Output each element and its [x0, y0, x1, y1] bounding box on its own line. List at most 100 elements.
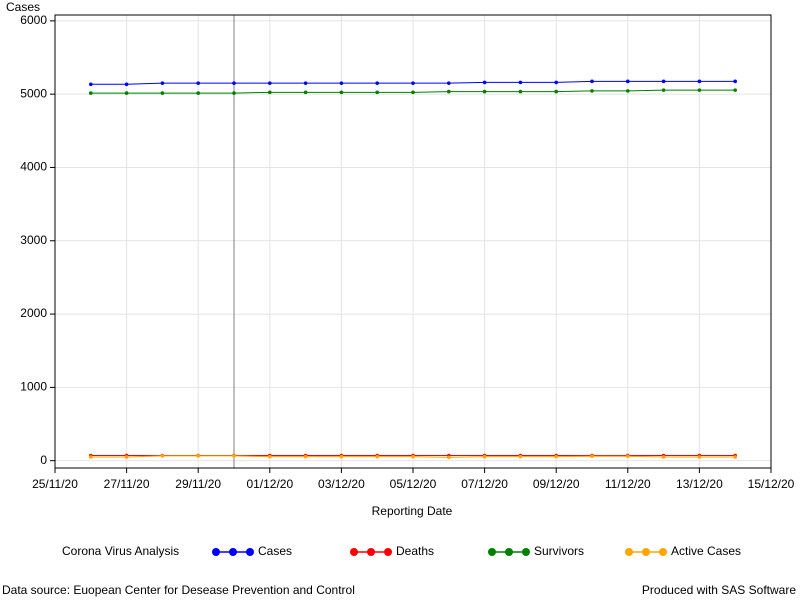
data-point: [590, 454, 594, 459]
data-point: [697, 88, 702, 92]
data-point: [661, 88, 666, 92]
y-tick-label: 6000: [20, 13, 47, 27]
x-tick-label: 29/11/20: [175, 477, 221, 491]
legend-item: Deaths: [350, 544, 434, 558]
data-point: [411, 81, 415, 85]
legend-marker: [488, 548, 496, 556]
data-point: [339, 81, 344, 85]
data-point: [733, 455, 737, 459]
data-point: [554, 89, 558, 94]
legend-marker: [229, 548, 237, 556]
data-point: [268, 90, 272, 95]
legend-marker: [246, 548, 254, 556]
legend-label: Survivors: [534, 544, 584, 558]
legend-item: Active Cases: [625, 544, 741, 558]
legend-item: Survivors: [488, 544, 584, 558]
x-tick-label: 05/12/20: [390, 477, 437, 491]
data-point: [339, 454, 344, 459]
data-point: [339, 90, 344, 95]
x-tick-label: 27/11/20: [104, 477, 150, 491]
x-tick-label: 25/11/20: [32, 477, 78, 491]
data-point: [196, 81, 200, 85]
data-point: [232, 454, 236, 458]
data-point: [482, 80, 487, 85]
data-point: [518, 454, 523, 459]
data-point: [626, 79, 630, 84]
data-point: [482, 454, 487, 459]
y-tick-label: 1000: [20, 380, 47, 394]
data-point: [447, 89, 451, 94]
data-point: [160, 81, 165, 85]
legend-marker: [625, 548, 633, 556]
legend-label: Deaths: [396, 544, 434, 558]
plot-frame: [54, 14, 772, 469]
legend-title: Corona Virus Analysis: [62, 544, 179, 558]
data-point: [447, 455, 451, 460]
footnote: Produced with SAS Software: [642, 583, 796, 597]
data-point: [375, 454, 380, 459]
data-point: [375, 90, 380, 95]
data-point: [733, 79, 737, 84]
x-tick-label: 13/12/20: [676, 477, 723, 491]
data-point: [89, 91, 93, 95]
legend-label: Active Cases: [671, 544, 741, 558]
data-point: [160, 454, 165, 458]
x-axis-label: Reporting Date: [371, 504, 453, 518]
x-tick-label: 01/12/20: [246, 477, 293, 491]
legend-marker: [350, 548, 358, 556]
data-point: [268, 81, 272, 85]
y-axis-label: Cases: [6, 0, 40, 14]
y-tick-label: 3000: [20, 233, 47, 247]
data-point: [303, 454, 308, 459]
data-point: [590, 79, 594, 84]
footnote: Data source: Euopean Center for Desease …: [2, 583, 355, 597]
data-point: [303, 90, 308, 95]
data-point: [447, 81, 451, 85]
data-point: [482, 89, 487, 94]
data-point: [196, 454, 200, 458]
data-point: [375, 81, 380, 85]
x-tick-label: 07/12/20: [461, 477, 508, 491]
legend-marker: [367, 548, 375, 556]
data-point: [232, 91, 236, 95]
x-tick-label: 03/12/20: [318, 477, 365, 491]
data-point: [518, 80, 523, 85]
data-point: [661, 79, 666, 84]
data-point: [232, 81, 236, 85]
legend-marker: [212, 548, 220, 556]
data-point: [518, 89, 523, 94]
y-tick-label: 4000: [20, 160, 47, 174]
data-point: [733, 88, 737, 92]
legend-marker: [384, 548, 392, 556]
x-tick-label: 11/12/20: [605, 477, 651, 491]
data-point: [661, 455, 666, 459]
data-point: [124, 91, 129, 95]
data-point: [590, 89, 594, 93]
data-point: [411, 90, 415, 95]
data-point: [160, 91, 165, 95]
data-point: [89, 455, 93, 459]
y-tick-label: 5000: [20, 86, 47, 100]
legend-label: Cases: [258, 544, 292, 558]
legend-marker: [522, 548, 530, 556]
data-point: [303, 81, 308, 85]
legend-marker: [659, 548, 667, 556]
y-tick-label: 2000: [20, 306, 47, 320]
y-tick-label: 0: [40, 453, 47, 467]
legend-marker: [642, 548, 650, 556]
data-point: [554, 80, 558, 85]
x-tick-label: 09/12/20: [533, 477, 580, 491]
data-point: [626, 89, 630, 93]
data-point: [89, 82, 93, 87]
data-point: [196, 91, 200, 95]
x-tick-label: 15/12/20: [748, 477, 795, 491]
data-point: [626, 454, 630, 459]
data-point: [124, 455, 129, 459]
legend-marker: [505, 548, 513, 556]
legend-item: Cases: [212, 544, 292, 558]
data-point: [554, 454, 558, 459]
data-point: [697, 79, 702, 84]
data-point: [268, 454, 272, 459]
